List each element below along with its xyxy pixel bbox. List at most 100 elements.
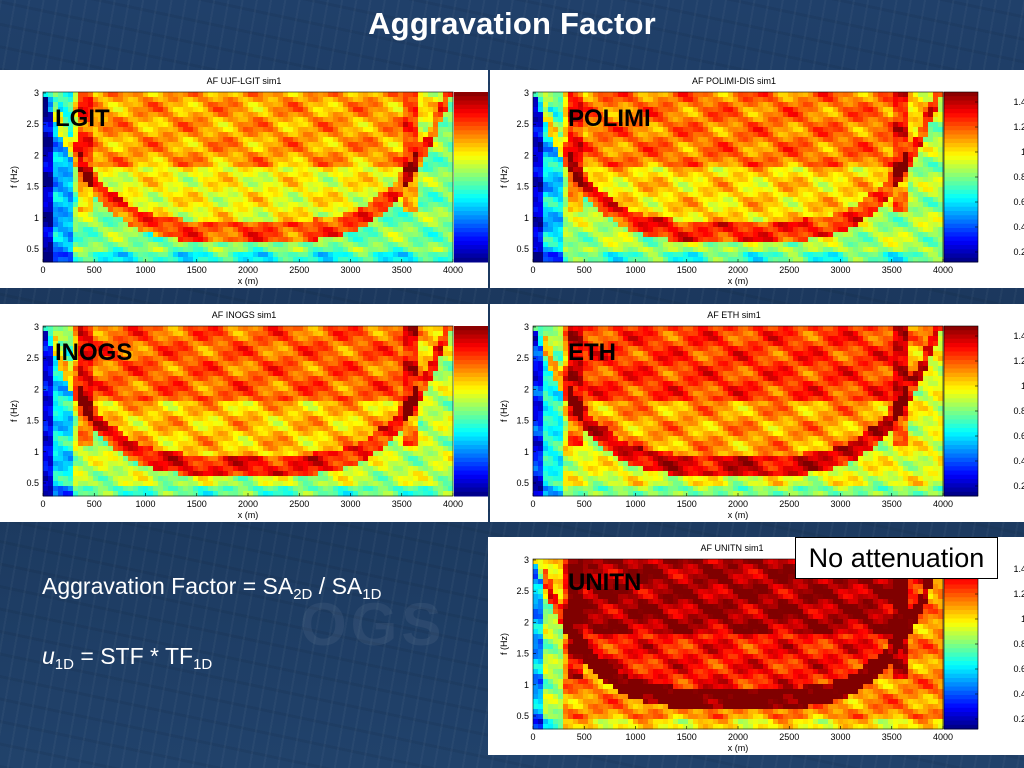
heatmap-cell [138, 252, 144, 258]
heatmap-cell [98, 147, 104, 153]
heatmap-cell [118, 227, 124, 233]
heatmap-cell [138, 172, 144, 178]
heatmap-cell [68, 182, 74, 188]
heatmap-cell [68, 92, 74, 98]
heatmap-cell [343, 132, 349, 138]
heatmap-cell [793, 162, 799, 168]
heatmap-cell [398, 92, 404, 98]
heatmap-cell [643, 117, 649, 123]
heatmap-cell [138, 247, 144, 253]
heatmap-cell [838, 207, 844, 213]
heatmap-cell [588, 187, 594, 193]
heatmap-cell [638, 217, 644, 223]
heatmap-cell [533, 167, 539, 173]
heatmap-cell [218, 147, 224, 153]
heatmap-cell [93, 182, 99, 188]
heatmap-cell [563, 117, 569, 123]
heatmap-cell [693, 157, 699, 163]
heatmap-cell [548, 117, 554, 123]
heatmap-cell [653, 112, 659, 118]
heatmap-cell [753, 192, 759, 198]
heatmap-cell [63, 107, 69, 113]
heatmap-cell [638, 232, 644, 238]
heatmap-cell [318, 222, 324, 228]
heatmap-cell [793, 257, 799, 263]
heatmap-cell [638, 122, 644, 128]
heatmap-cell [283, 222, 289, 228]
heatmap-cell [368, 132, 374, 138]
heatmap-cell [273, 232, 279, 238]
heatmap-cell [753, 182, 759, 188]
heatmap-cell [308, 97, 314, 103]
heatmap-cell [813, 102, 819, 108]
heatmap-cell [798, 172, 804, 178]
colorbar-step [454, 249, 488, 254]
heatmap-cell [573, 222, 579, 228]
heatmap-cell [578, 117, 584, 123]
heatmap-cell [738, 137, 744, 143]
heatmap-cell [663, 232, 669, 238]
heatmap-cell [688, 247, 694, 253]
heatmap-cell [198, 242, 204, 248]
heatmap-cell [548, 192, 554, 198]
heatmap-cell [778, 127, 784, 133]
heatmap-cell [648, 117, 654, 123]
heatmap-cell [598, 232, 604, 238]
heatmap-cell [318, 127, 324, 133]
heatmap-cell [93, 147, 99, 153]
heatmap-cell [213, 127, 219, 133]
heatmap-cell [738, 237, 744, 243]
heatmap-cell [623, 177, 629, 183]
heatmap-cell [198, 257, 204, 263]
heatmap-cell [533, 227, 539, 233]
heatmap-cell [643, 207, 649, 213]
y-tick-label: 2.5 [26, 119, 39, 129]
heatmap-cell [128, 252, 134, 258]
heatmap-cell [138, 157, 144, 163]
heatmap-cell [438, 127, 444, 133]
heatmap-cell [303, 157, 309, 163]
heatmap-cell [558, 227, 564, 233]
heatmap-cell [613, 112, 619, 118]
heatmap-cell [448, 102, 454, 108]
heatmap-cell [838, 147, 844, 153]
heatmap-cell [633, 97, 639, 103]
heatmap-cell [818, 127, 824, 133]
heatmap-cell [423, 192, 429, 198]
heatmap-cell [593, 162, 599, 168]
heatmap-cell [423, 147, 429, 153]
heatmap-cell [263, 242, 269, 248]
heatmap-cell [273, 257, 279, 263]
heatmap-cell [403, 127, 409, 133]
heatmap-cell [303, 107, 309, 113]
heatmap-cell [323, 227, 329, 233]
heatmap-cell [273, 237, 279, 243]
heatmap-cell [563, 187, 569, 193]
heatmap-cell [93, 207, 99, 213]
heatmap-cell [333, 187, 339, 193]
heatmap-cell [403, 212, 409, 218]
heatmap-cell [328, 177, 334, 183]
heatmap-cell [188, 222, 194, 228]
heatmap-cell [818, 97, 824, 103]
heatmap-cell [628, 172, 634, 178]
heatmap-cell [208, 257, 214, 263]
heatmap-cell [613, 127, 619, 133]
heatmap-cell [253, 147, 259, 153]
heatmap-cell [728, 192, 734, 198]
heatmap-cell [298, 207, 304, 213]
heatmap-cell [333, 107, 339, 113]
heatmap-cell [158, 157, 164, 163]
heatmap-cell [223, 202, 229, 208]
heatmap-cell [588, 132, 594, 138]
heatmap-cell [573, 157, 579, 163]
heatmap-cell [233, 242, 239, 248]
heatmap-cell [368, 177, 374, 183]
heatmap-cell [228, 242, 234, 248]
heatmap-cell [593, 187, 599, 193]
heatmap-cell [133, 142, 139, 148]
heatmap-cell [48, 142, 54, 148]
heatmap-cell [288, 167, 294, 173]
heatmap-cell [443, 117, 449, 123]
heatmap-cell [658, 147, 664, 153]
